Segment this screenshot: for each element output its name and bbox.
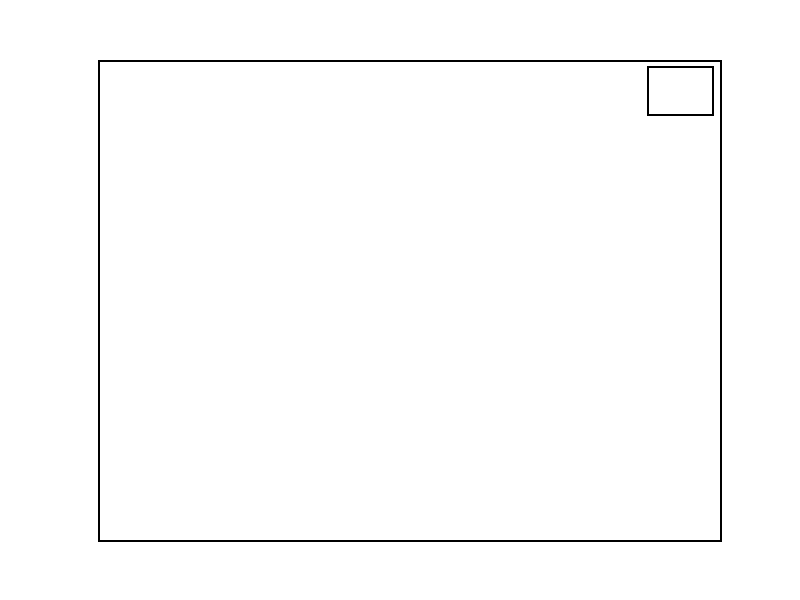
legend (647, 66, 714, 116)
legend-entry-fp (656, 93, 705, 109)
y-axis-label (34, 231, 54, 371)
fp-legend-swatch (656, 97, 683, 106)
plot-area (100, 62, 720, 540)
tp-legend-swatch (656, 77, 683, 86)
legend-entry-tp (656, 73, 705, 89)
